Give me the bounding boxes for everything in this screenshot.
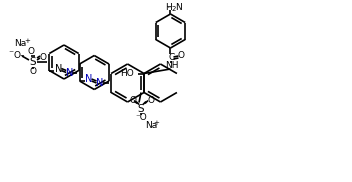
Text: 2: 2 <box>171 6 176 12</box>
Text: +: + <box>153 120 159 126</box>
Text: Na: Na <box>14 39 26 48</box>
Text: O: O <box>130 96 137 105</box>
Text: O: O <box>39 54 46 62</box>
Text: O: O <box>27 48 34 56</box>
Text: O: O <box>178 52 185 60</box>
Text: N: N <box>55 64 62 74</box>
Text: S: S <box>30 57 36 67</box>
Text: H: H <box>165 3 172 11</box>
Text: HO: HO <box>120 69 134 78</box>
Text: N: N <box>85 74 92 84</box>
Text: O: O <box>147 96 155 105</box>
Text: O: O <box>30 68 37 76</box>
Text: C: C <box>168 54 175 62</box>
Text: N: N <box>65 68 73 78</box>
Text: N: N <box>96 78 103 88</box>
Text: N: N <box>175 3 182 11</box>
Text: ⁻O: ⁻O <box>135 113 147 122</box>
Text: O–: O– <box>13 52 25 60</box>
Text: NH: NH <box>165 62 178 70</box>
Text: +: + <box>24 38 30 44</box>
Text: ⁻: ⁻ <box>8 49 13 59</box>
Text: S: S <box>138 104 144 114</box>
Text: Na: Na <box>145 121 157 130</box>
